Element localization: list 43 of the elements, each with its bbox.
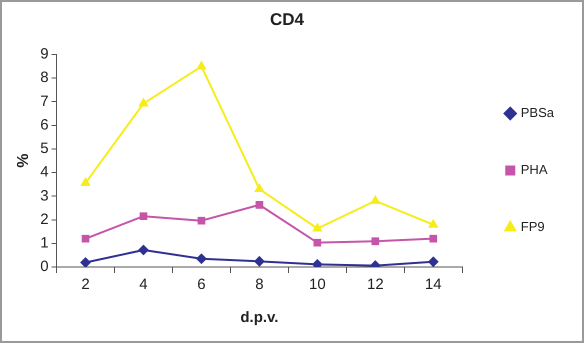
point [80, 258, 91, 267]
point [196, 61, 206, 70]
y-tick-label: 6 [40, 116, 49, 134]
point [314, 238, 322, 246]
x-tick-label: 4 [139, 276, 148, 294]
y-tick-label: 5 [40, 140, 49, 158]
point [429, 234, 438, 242]
point [312, 259, 322, 267]
point [254, 256, 264, 266]
x-tick-label: 2 [81, 276, 90, 294]
y-tick-label: 2 [40, 210, 49, 228]
point [370, 196, 380, 204]
legend-label: FP9 [520, 219, 545, 234]
point [196, 254, 206, 264]
y-tick-label: 3 [40, 187, 49, 204]
y-tick-label: 9 [40, 46, 49, 63]
point [138, 244, 148, 255]
point [371, 237, 380, 246]
point [428, 220, 438, 228]
y-tick-label: 1 [40, 234, 49, 252]
legend-label: PHA [520, 162, 548, 178]
point [81, 178, 90, 186]
x-tick-label: 8 [255, 276, 264, 294]
y-tick-label: 4 [40, 164, 49, 181]
point [198, 216, 206, 225]
point [139, 98, 148, 107]
x-tick-label: 14 [424, 276, 442, 294]
x-tick-label: 6 [197, 276, 206, 294]
point [140, 212, 148, 220]
y-axis-title: % [15, 154, 32, 168]
point [256, 201, 264, 209]
chart-title: CD4 [270, 10, 305, 29]
point [254, 184, 264, 192]
x-tick-label: 12 [366, 276, 384, 294]
point [82, 234, 90, 242]
x-tick-label: 10 [309, 276, 326, 294]
point [312, 223, 322, 232]
legend-label: PBSa [520, 105, 555, 120]
y-tick-label: 0 [40, 258, 49, 276]
point [428, 256, 438, 267]
y-tick-label: 8 [40, 69, 49, 86]
x-axis-title: d.p.v. [240, 309, 278, 326]
y-tick-label: 7 [40, 92, 49, 110]
